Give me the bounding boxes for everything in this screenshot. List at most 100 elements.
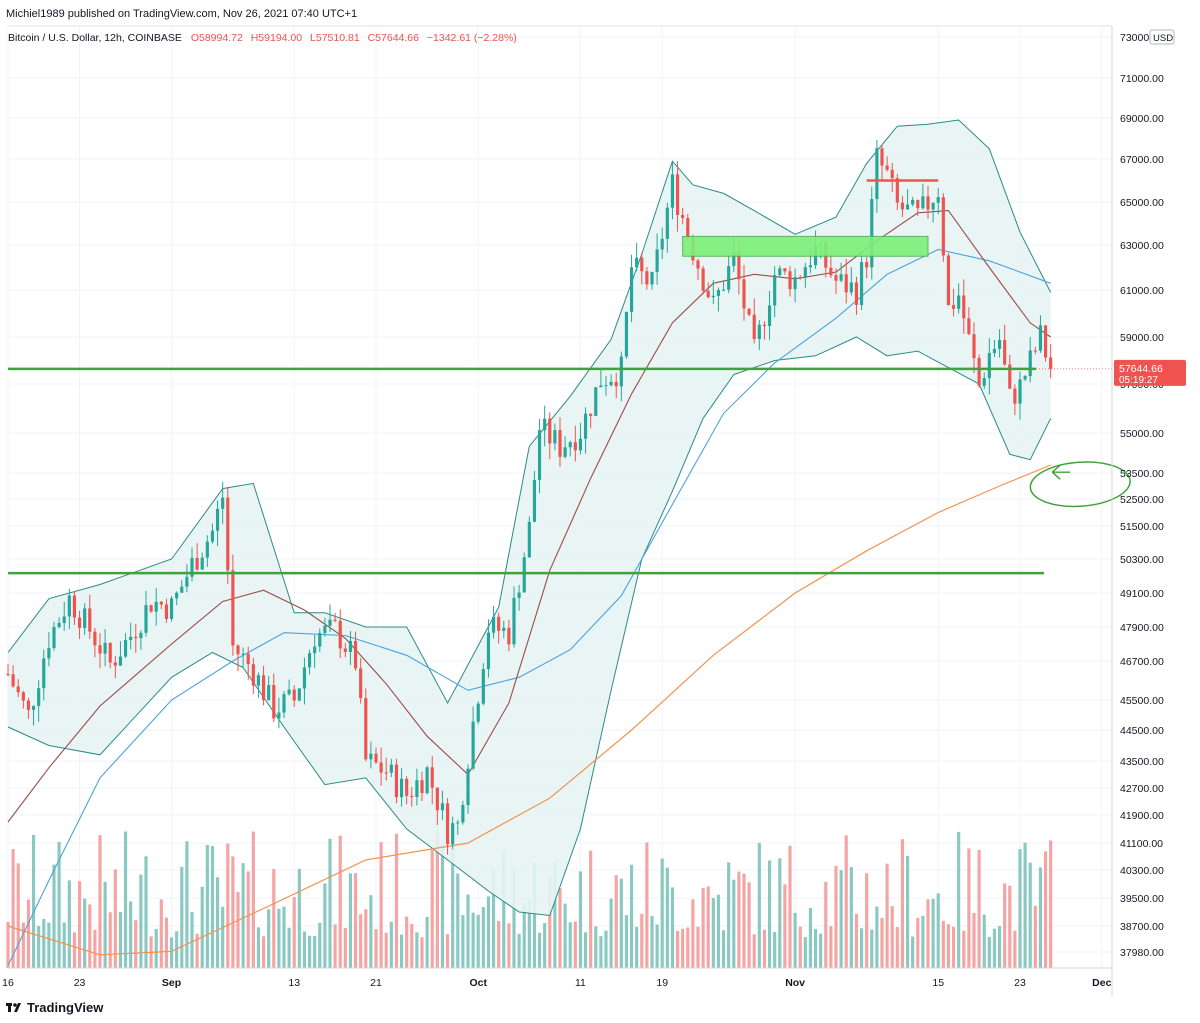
time-tick-label: 21 [370, 977, 382, 989]
volume-bar [583, 932, 588, 968]
candle-body [1033, 350, 1037, 352]
volume-bar [808, 907, 813, 968]
candle-body [200, 557, 204, 570]
volume-bar [849, 867, 853, 968]
candle-body [675, 174, 680, 215]
candle-body [1049, 357, 1053, 369]
candle-body [655, 249, 659, 272]
candle-body [803, 267, 807, 278]
candle-body [425, 767, 429, 793]
volume-bar [353, 873, 358, 968]
volume-bar [62, 922, 66, 968]
volume-bar [16, 863, 20, 968]
tradingview-logo[interactable]: TradingView [6, 1000, 103, 1015]
volume-bar [926, 899, 930, 968]
candle-body [767, 305, 772, 327]
candle-body [783, 268, 787, 272]
candle-body [670, 174, 675, 208]
volume-bar [67, 880, 71, 968]
candles [6, 139, 1053, 855]
candle-body [972, 334, 976, 359]
candle-body [548, 418, 552, 444]
volume-bar [118, 912, 123, 968]
price-tick-label: 53500.00 [1120, 468, 1164, 480]
price-chart[interactable]: 73000.0071000.0069000.0067000.0065000.00… [0, 0, 1200, 996]
volume-bar [323, 883, 327, 968]
volume-bar [231, 856, 235, 968]
candle-body [195, 557, 199, 570]
candle-body [169, 598, 174, 619]
volume-bar [819, 933, 823, 968]
volume-bar [681, 928, 685, 968]
candle-body [527, 521, 531, 558]
candle-body [415, 780, 419, 797]
volume-bar [645, 842, 649, 968]
candle-body [563, 447, 567, 457]
candle-body [870, 199, 874, 268]
volume-bar [52, 864, 56, 968]
candle-body [364, 698, 368, 760]
volume-bar [752, 934, 756, 968]
candle-body [650, 271, 654, 285]
volume-bar [425, 916, 429, 968]
candle-body [614, 381, 618, 387]
volume-bar [614, 875, 618, 968]
top-bar: Michiel1989 published on TradingView.com… [0, 0, 1200, 26]
volume-bar [93, 929, 97, 968]
volume-bar [527, 898, 531, 968]
candle-body [292, 689, 296, 701]
tradingview-logo-text: TradingView [27, 1000, 104, 1015]
candle-body [573, 442, 577, 451]
volume-bar [992, 928, 997, 968]
candle-body [394, 764, 399, 798]
candle-body [318, 632, 322, 647]
volume-bar [532, 862, 537, 968]
candle-body [221, 497, 225, 509]
volume-bar [573, 921, 577, 968]
volume-bar [359, 914, 363, 968]
candle-body [808, 265, 813, 268]
time-tick-label: 13 [288, 977, 300, 989]
volume-bar [379, 842, 383, 968]
volume-bar [675, 930, 680, 968]
candle-body [1023, 376, 1027, 380]
candle-body [762, 324, 767, 327]
candle-body [839, 274, 843, 281]
symbol-legend: Bitcoin / U.S. Dollar, 12h, COINBASE O58… [8, 32, 517, 44]
volume-bar [824, 881, 828, 968]
volume-bar [737, 871, 741, 968]
volume-bar [297, 868, 301, 968]
candle-body [491, 616, 496, 633]
price-tick-label: 50300.00 [1120, 554, 1164, 566]
candle-body [849, 282, 853, 293]
volume-bar [1028, 862, 1032, 968]
time-axis[interactable]: 16 23 Sep 13 21 Oct 11 19 Nov 15 23 Dec [2, 967, 1112, 989]
candle-body [272, 685, 276, 719]
countdown-label: 05:19:27 [1119, 375, 1158, 386]
volume-bar [553, 862, 557, 968]
time-tick-label: 11 [575, 977, 586, 989]
candle-body [440, 803, 445, 811]
volume-bar [307, 935, 312, 968]
price-tick-label: 67000.00 [1120, 154, 1164, 166]
price-axis[interactable]: 73000.0071000.0069000.0067000.0065000.00… [1111, 26, 1186, 996]
candle-body [629, 267, 634, 312]
candle-body [451, 823, 455, 845]
volume-bar [123, 831, 128, 968]
candle-body [497, 616, 501, 631]
volume-bar [762, 929, 767, 968]
candle-body [98, 645, 102, 654]
volume-bar [175, 931, 179, 968]
candle-body [880, 148, 884, 166]
price-tick-label: 40300.00 [1120, 865, 1164, 877]
volume-bar [834, 865, 838, 968]
volume-bar [261, 936, 266, 968]
candle-body [6, 674, 10, 675]
volume-bar [461, 915, 465, 968]
candle-body [215, 508, 220, 531]
volume-bar [609, 898, 613, 968]
volume-bar [384, 932, 388, 968]
price-tick-label: 51500.00 [1120, 521, 1164, 533]
candle-body [83, 608, 87, 628]
candle-body [987, 353, 991, 379]
